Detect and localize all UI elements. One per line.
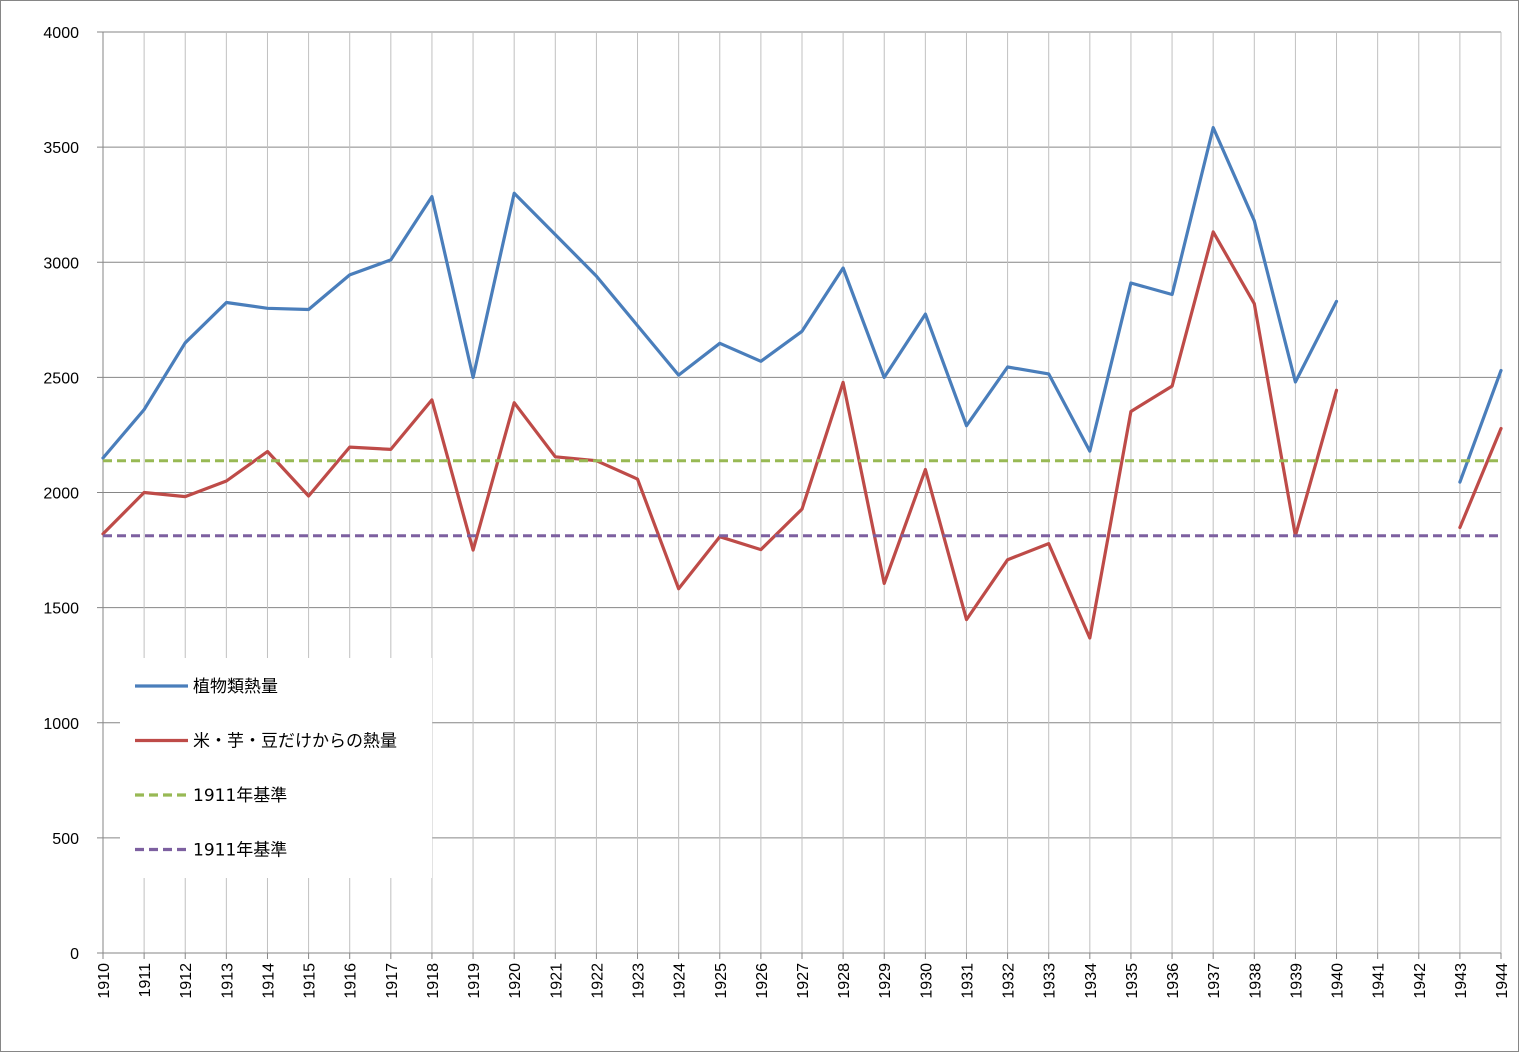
x-tick-label: 1918 <box>425 963 442 999</box>
x-tick-label: 1922 <box>589 963 606 999</box>
x-tick-label: 1942 <box>1412 963 1429 999</box>
legend-box <box>120 658 432 878</box>
series-lines <box>101 125 1503 640</box>
x-tick-label: 1936 <box>1165 963 1182 999</box>
series-line-1 <box>101 125 1339 460</box>
legend-label: 1911年基準 <box>193 786 287 806</box>
legend-label: 植物類熱量 <box>193 677 278 697</box>
x-tick-label: 1934 <box>1083 963 1100 999</box>
x-tick-label: 1929 <box>877 963 894 999</box>
x-tick-label: 1911 <box>137 963 154 998</box>
legend-label: 1911年基準 <box>193 841 287 861</box>
x-tick-label: 1914 <box>260 963 277 999</box>
x-tick-label: 1930 <box>918 963 935 999</box>
x-tick-label: 1941 <box>1371 963 1388 999</box>
y-tick-label: 4000 <box>43 25 79 42</box>
x-tick-label: 1943 <box>1453 963 1470 999</box>
x-tick-label: 1937 <box>1206 963 1223 999</box>
x-tick-label: 1940 <box>1330 963 1347 999</box>
y-tick-label: 2500 <box>43 370 79 387</box>
y-tick-label: 3500 <box>43 140 79 157</box>
x-tick-label: 1932 <box>1001 963 1018 999</box>
x-tick-label: 1921 <box>548 963 565 999</box>
x-tick-label: 1917 <box>384 963 401 999</box>
legend-label: 米・芋・豆だけからの熱量 <box>193 732 397 752</box>
x-tick-label: 1924 <box>672 963 689 999</box>
x-tick-label: 1910 <box>96 963 113 999</box>
x-tick-label: 1944 <box>1494 963 1511 999</box>
y-tick-label: 1000 <box>43 716 79 733</box>
axes: 0 500 1000 1500 2000 2500 3000 3500 4000 1910 1911… <box>43 25 1511 999</box>
x-tick-label: 1931 <box>959 963 976 999</box>
x-tick-label: 1920 <box>507 963 524 999</box>
x-tick-label: 1925 <box>713 963 730 999</box>
y-tick-label: 3000 <box>43 255 79 272</box>
x-tick-label: 1923 <box>631 963 648 999</box>
y-tick-label: 2000 <box>43 486 79 503</box>
x-tick-label: 1913 <box>219 963 236 999</box>
x-tick-label: 1912 <box>178 963 195 999</box>
x-tick-label: 1915 <box>302 963 319 999</box>
series-line-1 <box>1458 368 1503 484</box>
y-tick-label: 500 <box>52 831 79 848</box>
x-tick-label: 1919 <box>466 963 483 999</box>
x-tick-label: 1928 <box>836 963 853 999</box>
x-tick-label: 1933 <box>1042 963 1059 999</box>
y-tick-label: 0 <box>70 946 79 963</box>
y-tick-label: 1500 <box>43 601 79 618</box>
x-tick-label: 1916 <box>343 963 360 999</box>
x-tick-label: 1938 <box>1247 963 1264 999</box>
series-line-2 <box>1458 426 1503 530</box>
x-tick-label: 1935 <box>1124 963 1141 999</box>
x-tick-label: 1927 <box>795 963 812 999</box>
gridlines <box>103 31 1502 953</box>
x-tick-label: 1926 <box>754 963 771 999</box>
x-tick-label: 1939 <box>1288 963 1305 999</box>
